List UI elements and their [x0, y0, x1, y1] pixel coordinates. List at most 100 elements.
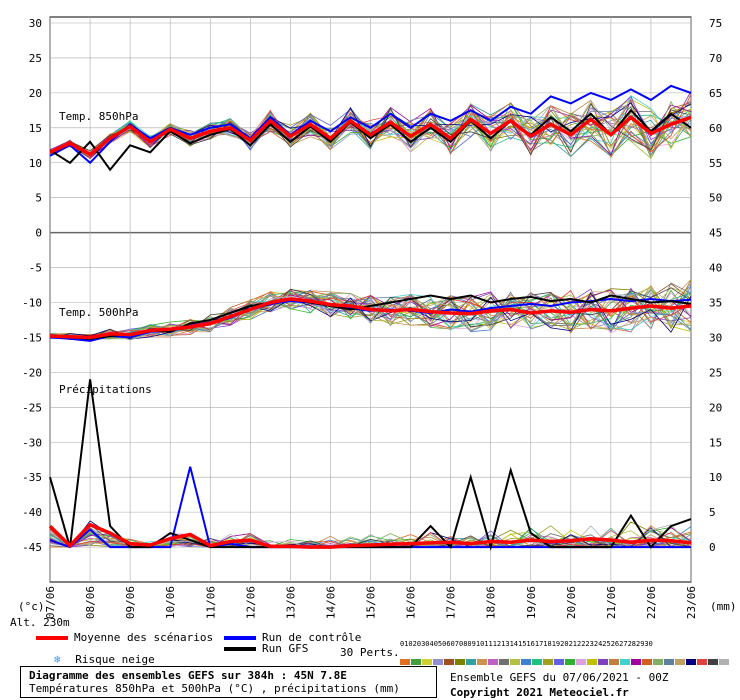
- series-line-precip: [48, 522, 692, 549]
- left-tick-label: 20: [29, 87, 42, 100]
- main-series: [48, 84, 692, 551]
- series-line-temp850: [49, 84, 692, 165]
- left-tick-label: -20: [22, 366, 42, 379]
- panel-label-temp500: Temp. 500hPa: [59, 306, 138, 319]
- left-tick-label: -35: [22, 471, 42, 484]
- pert-swatch: [642, 659, 652, 665]
- left-tick-label: 25: [29, 52, 42, 65]
- left-tick-label: -45: [22, 541, 42, 554]
- right-tick-label: 75: [709, 17, 722, 30]
- ensemble-info: Ensemble GEFS du 07/06/2021 - 00Z: [450, 671, 669, 684]
- right-tick-label: 65: [709, 87, 722, 100]
- panel-label-precip: Précipitations: [59, 383, 152, 396]
- date-tick-label: 11/06: [204, 586, 217, 619]
- pert-swatch: [543, 659, 553, 665]
- altitude-label: Alt. 230m: [10, 616, 70, 629]
- pert-swatch: [422, 659, 432, 665]
- perturbation-line: [49, 290, 692, 337]
- pert-swatch: [532, 659, 542, 665]
- pert-swatch: [653, 659, 663, 665]
- left-tick-label: 10: [29, 157, 42, 170]
- date-tick-label: 09/06: [124, 586, 137, 619]
- unit-right: (mm): [710, 600, 737, 613]
- right-tick-label: 35: [709, 297, 722, 310]
- date-tick-label: 07/06: [44, 586, 57, 619]
- pert-swatch: [697, 659, 707, 665]
- snowflake-icon: ❄: [54, 653, 61, 666]
- right-tick-label: 60: [709, 122, 722, 135]
- date-tick-label: 18/06: [485, 586, 498, 619]
- left-tick-label: -15: [22, 331, 42, 344]
- footer-subtitle: Températures 850hPa et 500hPa (°C) , pré…: [29, 682, 400, 695]
- pert-swatch: [433, 659, 443, 665]
- pert-swatch: [411, 659, 421, 665]
- date-tick-label: 20/06: [565, 586, 578, 619]
- legend-perts: 30 Perts.: [340, 646, 400, 659]
- left-tick-label: -30: [22, 436, 42, 449]
- right-tick-label: 5: [709, 506, 716, 519]
- pert-swatch: [719, 659, 729, 665]
- date-tick-label: 08/06: [84, 586, 97, 619]
- date-tick-label: 19/06: [525, 586, 538, 619]
- left-tick-label: 5: [35, 192, 42, 205]
- pert-swatch: [521, 659, 531, 665]
- axis-labels: 302520151050-5-10-15-20-25-30-35-40-4575…: [22, 17, 722, 619]
- footer-title: Diagramme des ensembles GEFS sur 384h : …: [29, 669, 347, 682]
- pert-swatch: [576, 659, 586, 665]
- date-tick-label: 21/06: [605, 586, 618, 619]
- pert-numbers: 0102030405060708091011121314151617181920…: [400, 640, 653, 648]
- pert-swatch: [708, 659, 718, 665]
- date-tick-label: 12/06: [244, 586, 257, 619]
- pert-swatch: [444, 659, 454, 665]
- legend-mean-swatch: [36, 636, 68, 640]
- pert-swatch: [631, 659, 641, 665]
- right-tick-label: 10: [709, 471, 722, 484]
- copyright: Copyright 2021 Meteociel.fr: [450, 686, 629, 699]
- legend-snow: ❄ Risque neige: [54, 653, 155, 666]
- right-tick-label: 50: [709, 192, 722, 205]
- pert-swatch: [488, 659, 498, 665]
- date-tick-label: 10/06: [164, 586, 177, 619]
- left-tick-label: 0: [35, 227, 42, 240]
- pert-swatch: [466, 659, 476, 665]
- series-line-temp850: [49, 115, 692, 157]
- pert-swatch: [455, 659, 465, 665]
- pert-swatch: [565, 659, 575, 665]
- legend-gfs-swatch: [224, 647, 256, 651]
- right-tick-label: 30: [709, 331, 722, 344]
- date-tick-label: 23/06: [685, 586, 698, 619]
- right-tick-label: 20: [709, 401, 722, 414]
- pert-swatch: [609, 659, 619, 665]
- perturbation-line: [49, 284, 692, 339]
- pert-swatch: [664, 659, 674, 665]
- left-tick-label: -10: [22, 297, 42, 310]
- unit-left: (°c): [18, 600, 45, 613]
- series-line-temp500: [49, 297, 692, 340]
- pert-swatch: [598, 659, 608, 665]
- pert-swatch: [510, 659, 520, 665]
- right-tick-label: 40: [709, 262, 722, 275]
- right-tick-label: 45: [709, 227, 722, 240]
- date-tick-label: 22/06: [645, 586, 658, 619]
- perturbation-line: [49, 290, 692, 340]
- left-tick-label: 15: [29, 122, 42, 135]
- perturbation-line: [49, 95, 692, 155]
- pert-swatch: [499, 659, 509, 665]
- right-tick-label: 0: [709, 541, 716, 554]
- pert-swatch: [477, 659, 487, 665]
- date-tick-label: 16/06: [405, 586, 418, 619]
- panel-label-temp850: Temp. 850hPa: [59, 110, 138, 123]
- footer-box: Diagramme des ensembles GEFS sur 384h : …: [20, 666, 437, 698]
- date-tick-label: 17/06: [445, 586, 458, 619]
- pert-swatch: [400, 659, 410, 665]
- date-tick-label: 13/06: [284, 586, 297, 619]
- legend-control: Run de contrôle: [224, 631, 361, 644]
- pert-swatch: [686, 659, 696, 665]
- perturbation-line: [49, 292, 692, 340]
- right-tick-label: 25: [709, 366, 722, 379]
- pert-swatch: [587, 659, 597, 665]
- pert-color-swatches: [400, 650, 730, 669]
- right-tick-label: 55: [709, 157, 722, 170]
- pert-swatch: [675, 659, 685, 665]
- right-tick-label: 15: [709, 436, 722, 449]
